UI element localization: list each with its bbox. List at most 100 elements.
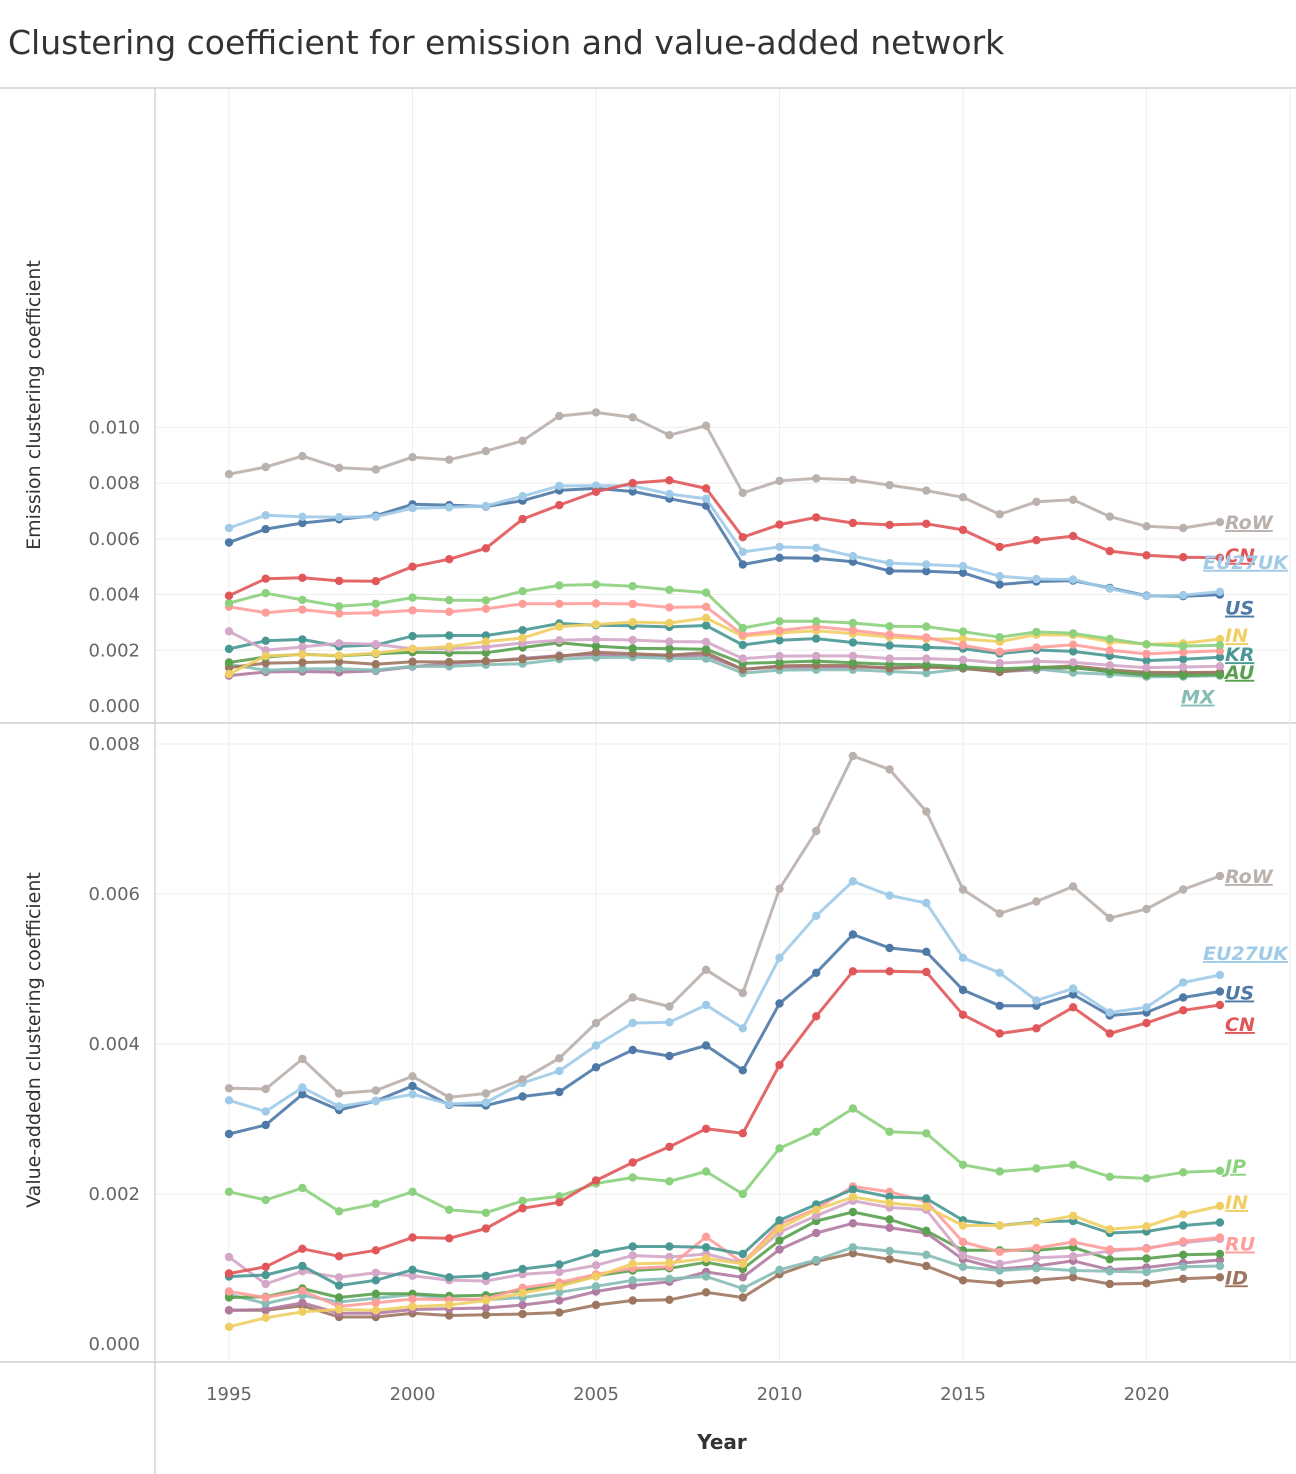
data-point-us-2010 [775, 553, 784, 562]
series-row [224, 751, 1225, 1102]
data-point-kr-2003 [518, 1264, 527, 1274]
data-point-row-2013 [885, 480, 894, 490]
data-point-id-2000 [408, 657, 417, 666]
data-point-kr-2006 [628, 1242, 637, 1251]
data-point-jp-2002 [481, 596, 491, 605]
data-point-row-1998 [334, 463, 344, 472]
data-point-cn-1996 [261, 1262, 270, 1272]
y-tick-label: 0.010 [88, 417, 140, 438]
data-point-ru-2009 [738, 630, 747, 639]
data-point-au-2014 [922, 1226, 931, 1236]
data-point-row-1999 [371, 465, 380, 474]
data-point-row-2018 [1068, 882, 1078, 891]
data-point-eu27uk-1998 [334, 512, 344, 522]
data-point-cn-2003 [518, 514, 527, 524]
data-point-kr-2020 [1142, 656, 1151, 665]
emission-y-axis-title: Emission clustering coefficient [23, 260, 45, 550]
data-point-au-1995 [224, 1293, 234, 1302]
series-line-cn [228, 969, 1221, 1275]
data-point-us-2015 [958, 568, 968, 577]
data-point-ru-2019 [1105, 1245, 1115, 1254]
data-point-cn-2017 [1032, 1024, 1041, 1033]
data-point-br-2012 [848, 1219, 858, 1228]
data-point-jp-2001 [445, 595, 454, 605]
data-point-in-2020 [1142, 1222, 1151, 1231]
data-point-ru-2004 [555, 599, 564, 608]
data-point-jp-2022 [1215, 1166, 1225, 1176]
data-point-jp-2005 [591, 580, 601, 589]
data-point-ru-2006 [628, 599, 637, 609]
data-point-eu27uk-2012 [848, 877, 858, 886]
data-point-row-2000 [408, 453, 417, 462]
data-point-jp-2002 [481, 1208, 491, 1218]
data-point-ru2-2015 [958, 655, 968, 664]
data-point-mx-1997 [298, 664, 307, 674]
y-tick-label: 0.000 [88, 696, 140, 717]
data-point-ru2-2020 [1142, 663, 1151, 672]
data-point-tr-2005 [591, 1261, 601, 1270]
data-point-au-2006 [628, 644, 637, 653]
data-point-id-2009 [738, 665, 747, 674]
data-point-au-1998 [334, 1293, 344, 1302]
data-point-mx-2020 [1142, 1267, 1151, 1277]
data-point-id-2014 [922, 1261, 931, 1271]
data-point-ru2-2019 [1105, 661, 1115, 670]
data-point-jp-2006 [628, 1173, 637, 1182]
data-point-in-2005 [591, 620, 601, 629]
data-point-in-2011 [812, 1205, 821, 1215]
data-point-row-1996 [261, 1084, 270, 1094]
data-point-mx-2021 [1179, 1262, 1188, 1272]
x-axis: 1995 2000 2005 2010 2015 2020 [206, 1384, 1169, 1405]
data-point-id-2005 [591, 1300, 601, 1310]
data-point-in-1995 [224, 669, 234, 679]
x-axis-title: Year [696, 1430, 747, 1454]
data-point-in-1997 [298, 1307, 307, 1317]
x-tick-label-2000: 2000 [390, 1384, 436, 1405]
data-point-cn-2016 [995, 542, 1004, 552]
data-point-ru-2007 [665, 603, 674, 612]
data-point-ru2-2006 [628, 635, 637, 645]
data-point-ru2-2007 [665, 637, 674, 646]
data-point-jp-2000 [408, 1187, 417, 1197]
data-point-mx-2008 [701, 1272, 711, 1281]
data-point-au-2019 [1105, 1255, 1115, 1264]
data-point-cn-2021 [1179, 553, 1188, 562]
data-point-jp-1999 [371, 599, 380, 608]
series-line-id [229, 1251, 1220, 1319]
data-point-us-2014 [922, 567, 931, 576]
data-point-br-2013 [885, 1223, 894, 1233]
data-point-cn-1997 [298, 1244, 307, 1254]
data-point-row-2007 [665, 431, 674, 440]
data-point-cn-2005 [591, 1176, 601, 1185]
data-point-ru2-2017 [1032, 657, 1041, 666]
data-point-in-2000 [408, 1302, 417, 1311]
data-point-in-1999 [371, 648, 380, 658]
data-point-au-2012 [848, 1207, 858, 1217]
data-point-eu27uk-2018 [1068, 575, 1078, 584]
data-point-id-2001 [445, 657, 454, 667]
data-point-mx-2019 [1105, 1267, 1115, 1276]
data-point-cn-1999 [371, 1246, 380, 1255]
data-point-row-2003 [518, 436, 527, 445]
data-point-au-2007 [665, 644, 674, 653]
series-row [224, 408, 1225, 533]
data-point-kr-2021 [1179, 1221, 1188, 1230]
series-label-row: RoW [1225, 512, 1274, 534]
data-point-in-2004 [555, 1282, 564, 1291]
data-point-mx-2008 [701, 654, 711, 663]
series-label-cn: CN [1225, 545, 1255, 567]
data-point-tr-2000 [408, 1271, 417, 1281]
data-point-ru2-2009 [738, 654, 747, 663]
data-point-eu27uk-1996 [261, 511, 270, 520]
data-point-cn-2010 [775, 1060, 784, 1070]
data-point-kr-2022 [1215, 1218, 1225, 1227]
data-point-ru-2022 [1215, 1233, 1225, 1242]
data-point-row-2014 [922, 807, 931, 816]
y-tick-label: 0.004 [88, 585, 140, 606]
series-label-jp: JP [1221, 1156, 1246, 1178]
data-point-jp-2018 [1068, 1160, 1078, 1170]
data-point-row-2012 [848, 475, 858, 484]
data-point-ru-2003 [518, 599, 527, 608]
series-line-row [228, 410, 1221, 530]
